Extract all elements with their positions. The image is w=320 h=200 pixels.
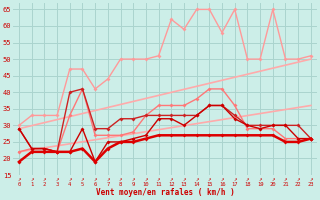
X-axis label: Vent moyen/en rafales ( km/h ): Vent moyen/en rafales ( km/h ): [96, 188, 234, 197]
